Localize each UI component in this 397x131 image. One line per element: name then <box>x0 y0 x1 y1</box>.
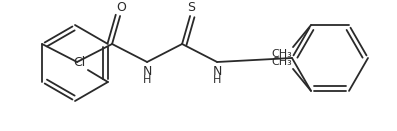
Text: Cl: Cl <box>74 56 86 69</box>
Text: S: S <box>187 1 195 14</box>
Text: N: N <box>212 65 222 78</box>
Text: O: O <box>116 1 126 14</box>
Text: H: H <box>143 75 151 85</box>
Text: CH₃: CH₃ <box>271 49 292 59</box>
Text: N: N <box>143 65 152 78</box>
Text: CH₃: CH₃ <box>271 57 292 67</box>
Text: H: H <box>213 75 221 85</box>
